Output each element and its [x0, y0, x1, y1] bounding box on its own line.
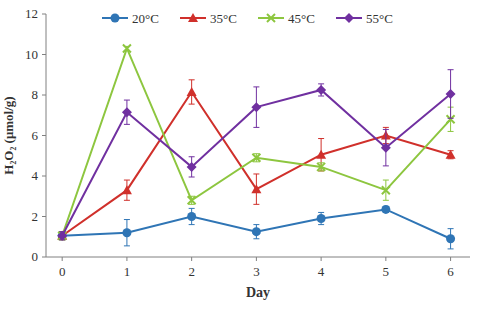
y-tick-label: 4 [32, 168, 39, 183]
data-point [123, 44, 131, 52]
x-axis-label: Day [246, 285, 270, 300]
x-tick [191, 257, 192, 261]
x-tick-label: 6 [447, 264, 454, 279]
y-tick-label: 2 [32, 209, 39, 224]
data-point [446, 89, 456, 99]
x-axis-line [46, 257, 470, 258]
error-bar [318, 163, 324, 171]
data-point [122, 228, 131, 237]
legend-marker [188, 13, 198, 22]
chart-svg: 0246810120123456DayH₂O₂ (μmol/g)20°C35°C… [0, 0, 480, 319]
series-line [62, 48, 450, 235]
error-bar [383, 180, 389, 200]
y-tick [42, 257, 46, 258]
data-point [382, 186, 390, 194]
series [57, 80, 455, 240]
x-tick [126, 257, 127, 261]
y-tick [42, 176, 46, 177]
data-point [187, 87, 197, 96]
error-bar [253, 154, 259, 162]
y-tick [42, 135, 46, 136]
chart-container: 0246810120123456DayH₂O₂ (μmol/g)20°C35°C… [0, 0, 480, 319]
data-point [58, 232, 66, 240]
x-tick-label: 2 [188, 264, 195, 279]
data-point [187, 212, 196, 221]
legend-marker [344, 13, 354, 23]
legend-label: 35°C [210, 11, 237, 26]
series [58, 205, 455, 249]
x-tick-label: 5 [383, 264, 390, 279]
data-point [446, 234, 455, 243]
series-line [62, 209, 450, 238]
x-tick-label: 0 [59, 264, 66, 279]
y-axis-label: H₂O₂ (μmol/g) [1, 96, 16, 174]
x-tick [450, 257, 451, 261]
data-point [57, 231, 67, 241]
series-line [62, 90, 450, 236]
data-point [381, 143, 391, 153]
plot-area [57, 44, 455, 248]
data-point [317, 163, 325, 171]
data-point [316, 150, 326, 159]
y-tick-label: 10 [25, 47, 38, 62]
data-point [316, 85, 326, 95]
data-point [122, 107, 132, 117]
legend-marker [111, 14, 120, 23]
x-tick-label: 4 [318, 264, 325, 279]
data-point [57, 231, 67, 240]
data-point [122, 185, 132, 194]
y-tick-label: 6 [32, 128, 39, 143]
y-tick-label: 8 [32, 87, 39, 102]
x-tick [62, 257, 63, 261]
data-point [251, 184, 261, 193]
data-point [381, 205, 390, 214]
x-tick [321, 257, 322, 261]
y-tick [42, 216, 46, 217]
y-tick-label: 0 [32, 249, 39, 264]
data-point [252, 154, 260, 162]
x-tick-label: 3 [253, 264, 260, 279]
data-point [58, 231, 67, 240]
x-tick [256, 257, 257, 261]
legend-marker [267, 14, 275, 22]
data-point [188, 196, 196, 204]
error-bar [189, 196, 195, 204]
legend-label: 55°C [366, 11, 393, 26]
series [57, 70, 455, 241]
data-point [317, 214, 326, 223]
data-point [446, 150, 456, 159]
x-tick [385, 257, 386, 261]
legend-label: 20°C [132, 11, 159, 26]
y-tick [42, 54, 46, 55]
x-tick-label: 1 [124, 264, 131, 279]
data-point [251, 102, 261, 112]
legend: 20°C 35°C 45°C 55°C [102, 11, 393, 26]
y-tick [42, 14, 46, 15]
legend-label: 45°C [288, 11, 315, 26]
series [58, 44, 454, 239]
data-point [187, 162, 197, 172]
y-tick-label: 12 [25, 6, 38, 21]
y-tick [42, 95, 46, 96]
data-point [252, 227, 261, 236]
